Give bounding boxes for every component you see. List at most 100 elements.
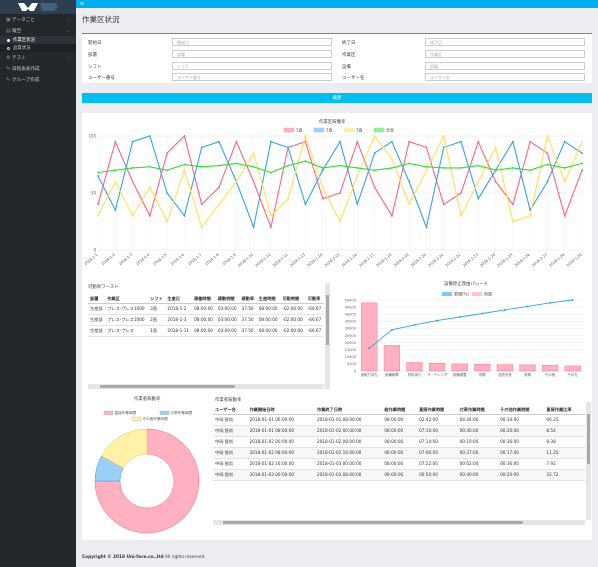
efficiency-vertical-scrollbar[interactable] (325, 283, 330, 389)
x-tick-label: その他 (545, 372, 556, 377)
column-header[interactable]: その他作業時間 (498, 406, 545, 415)
column-header[interactable]: 稼働時間 (192, 295, 216, 304)
data-point (97, 171, 99, 174)
scroll-thumb[interactable] (587, 414, 590, 464)
shift-select[interactable]: シフト (172, 62, 332, 70)
donut-slice (101, 428, 148, 469)
table-cell: 2018-01-03 00:00:00 (314, 458, 383, 470)
x-tick-label: 段取り待ち (361, 372, 378, 377)
column-header[interactable]: 稼動時間 (215, 295, 240, 304)
workarea-select[interactable]: 作業区 (425, 50, 585, 58)
x-tick-label: 2018-1-29 (566, 252, 583, 267)
y-tick-label: 25000 (345, 334, 357, 338)
efficiency-table: 部署 作業区 シフト 生産日 稼働時間 稼動時間 稼動率 生産時間 可動時間 可動率 生産部 プレス… (88, 295, 324, 337)
table-cell: -66.67 (305, 303, 324, 315)
sidebar-item-label: 品質状況 (13, 46, 31, 51)
column-header[interactable]: 作業開始日時 (247, 406, 315, 415)
table-cell: 02:42:00 (417, 414, 458, 426)
scroll-thumb[interactable] (100, 385, 235, 388)
scroll-thumb[interactable] (223, 521, 523, 524)
table-cell: 00:40:00 (457, 469, 499, 481)
efficiency-scrollbar[interactable] (88, 384, 324, 389)
table-cell: 中岡 智尚 (213, 458, 248, 470)
table-row[interactable]: 中岡 智尚 2018-01-01 08:00:00 2018-01-02 00:00… (213, 425, 585, 437)
x-tick-label: 2018-1-8 (205, 252, 221, 266)
data-point (321, 186, 324, 189)
operator-vertical-scrollbar[interactable] (586, 402, 591, 520)
column-header[interactable]: 総作業時間 (382, 406, 418, 415)
data-point (408, 162, 411, 165)
sidebar-item-group[interactable]: ✎ グループ作成 (0, 74, 76, 85)
table-row[interactable]: 中岡 智尚 2018-01-02 08:00:00 2018-01-02 16:00… (213, 447, 585, 459)
table-cell: 2018-01-03 00:00:00 (247, 469, 315, 481)
table-row[interactable]: 中岡 智尚 2018-01-02 00:00:00 2018-01-02 08:00… (213, 436, 585, 448)
data-point (546, 135, 549, 137)
sidebar-item-data[interactable]: ▣ データごと ‹ (0, 14, 76, 25)
y-tick-label: 50 (91, 191, 97, 196)
sidebar-item-workarea-status[interactable]: 作業区状況 (0, 36, 76, 44)
column-header[interactable]: 直接作業時間 (417, 406, 458, 415)
y-tick-label: 35000 (345, 320, 357, 324)
column-header[interactable]: 部署 (88, 295, 106, 304)
user-number-input[interactable]: ユーザー番号 (172, 73, 332, 81)
table-cell: 00:02:00 (457, 458, 499, 470)
data-point (218, 140, 220, 143)
table-cell: 中岡 智尚 (213, 447, 248, 459)
department-select[interactable]: 部署 (172, 50, 332, 58)
table-row[interactable]: 中岡 智尚 2018-01-01 06:00:00 2018-01-01 08:00… (213, 414, 585, 426)
table-row[interactable]: 中岡 智尚 2018-01-03 00:00:00 2018-01-03 08:00… (213, 469, 585, 481)
data-point (183, 135, 186, 137)
column-header[interactable]: シフト (148, 295, 166, 304)
start-date-input[interactable]: 開始日 (172, 38, 332, 46)
search-button[interactable]: 検索 (82, 93, 592, 103)
column-header[interactable]: ユーザー名 (213, 406, 248, 415)
data-point (563, 214, 566, 217)
data-point (494, 146, 497, 149)
data-point (356, 140, 359, 143)
table-row[interactable]: 生産部 プレス-プレス 1直 2018-1-11 08:00:00 03:00:00 37.… (88, 325, 324, 337)
x-tick-label: 品質不良 (498, 372, 512, 377)
table-row[interactable]: 生産部 プレス-プレス1000 2直 2018-1-3 08:00:00 03:00:00… (88, 314, 324, 326)
sidebar-item-schedule[interactable]: ✎ 日程表表作成 (0, 63, 76, 74)
column-header[interactable]: 稼動率 (239, 295, 257, 304)
data-point (458, 316, 461, 319)
sidebar-item-quality-status[interactable]: 品質状況 (0, 44, 76, 52)
data-point (235, 140, 238, 143)
scroll-thumb[interactable] (326, 295, 329, 345)
page-title: 作業区状況 (82, 15, 120, 24)
table-row[interactable]: 中岡 智尚 2018-01-02 16:00:00 2018-01-03 00:00… (213, 458, 585, 470)
sidebar-item-report[interactable]: ▤ 報告 ⌄ (0, 25, 76, 36)
column-header[interactable]: 生産時間 (256, 295, 281, 304)
table-row[interactable]: 生産部 プレス-プレス1000 3直 2018-1-2 08:00:00 03:00:00… (88, 303, 324, 315)
column-header[interactable]: 付帯作業時間 (457, 406, 499, 415)
company-logo[interactable] (0, 0, 76, 14)
data-point (529, 169, 532, 172)
sidebar-item-label: データごと (12, 17, 35, 23)
table-cell: 生産部 (88, 303, 106, 315)
column-header[interactable]: 生産日 (165, 295, 193, 304)
data-point (356, 203, 359, 206)
x-tick-label: 2018-1-3 (118, 253, 133, 267)
column-header[interactable]: 作業区 (105, 295, 149, 304)
column-header[interactable]: 作業終了日時 (314, 406, 383, 415)
table-cell: 生産部 (88, 314, 106, 326)
table-cell: 中岡 智尚 (213, 425, 248, 437)
table-cell: -66.67 (305, 325, 324, 337)
data-point (252, 165, 255, 168)
column-header[interactable]: 直接作業比率 (544, 406, 585, 415)
column-header[interactable]: 可動時間 (280, 295, 306, 304)
operator-scrollbar[interactable] (213, 520, 585, 525)
circle-icon (7, 38, 10, 42)
column-header[interactable]: 可動率 (305, 295, 324, 304)
edit-icon: ✎ (6, 76, 11, 83)
legend-swatch (103, 410, 114, 415)
end-date-input[interactable]: 終了日 (425, 38, 585, 46)
sidebar-item-test[interactable]: ⚙ テスト ‹ (0, 52, 76, 63)
data-point (581, 162, 583, 165)
data-point (477, 197, 480, 200)
menu-icon[interactable]: ≡ (80, 1, 85, 7)
data-point (460, 192, 462, 194)
equipment-select[interactable]: 設備 (425, 62, 585, 70)
user-name-input[interactable]: ユーザー名 (425, 73, 585, 81)
data-point (549, 301, 552, 304)
